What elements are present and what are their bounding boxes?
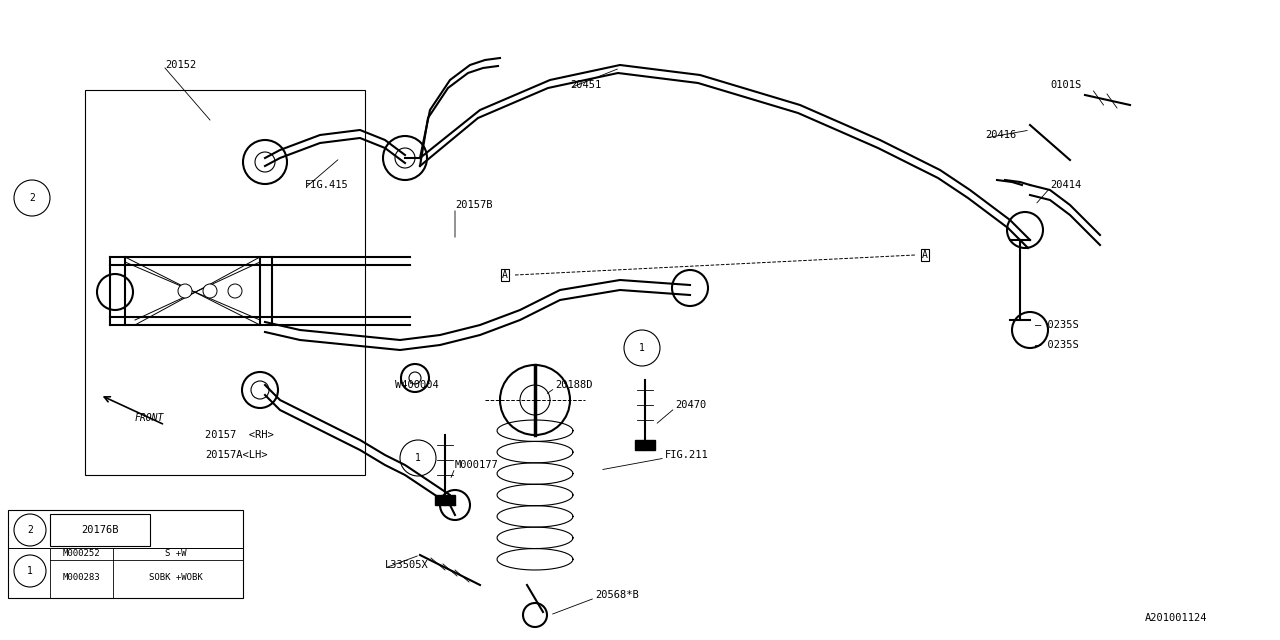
- Bar: [635, 440, 655, 450]
- Text: 20157A<LH>: 20157A<LH>: [205, 450, 268, 460]
- Text: 20568*B: 20568*B: [595, 590, 639, 600]
- Text: — 0235S: — 0235S: [1036, 340, 1079, 350]
- Text: 1: 1: [639, 343, 645, 353]
- Circle shape: [204, 284, 218, 298]
- Text: M000283: M000283: [63, 573, 100, 582]
- Text: A201001124: A201001124: [1146, 613, 1207, 623]
- Text: A: A: [502, 270, 508, 280]
- Text: FRONT: FRONT: [134, 413, 164, 423]
- Text: 20157  <RH>: 20157 <RH>: [205, 430, 274, 440]
- Circle shape: [228, 284, 242, 298]
- Text: 20157B: 20157B: [454, 200, 493, 210]
- Text: FIG.415: FIG.415: [305, 180, 348, 190]
- Bar: [84, 90, 365, 475]
- Text: M000252: M000252: [63, 550, 100, 559]
- Bar: [435, 495, 454, 505]
- Text: L33505X: L33505X: [385, 560, 429, 570]
- Text: 1: 1: [27, 566, 33, 576]
- Text: 20414: 20414: [1050, 180, 1082, 190]
- Circle shape: [178, 284, 192, 298]
- Bar: [50, 514, 150, 546]
- Text: 20152: 20152: [165, 60, 196, 70]
- Text: M000177: M000177: [454, 460, 499, 470]
- Text: — 0235S: — 0235S: [1036, 320, 1079, 330]
- Text: 20416: 20416: [986, 130, 1016, 140]
- Text: 20188D: 20188D: [556, 380, 593, 390]
- Text: 1: 1: [415, 453, 421, 463]
- Text: 2: 2: [27, 525, 33, 535]
- Text: 20176B: 20176B: [81, 525, 119, 535]
- Text: 20451: 20451: [570, 80, 602, 90]
- Text: 0101S: 0101S: [1050, 80, 1082, 90]
- Text: W400004: W400004: [396, 380, 439, 390]
- Text: A: A: [922, 250, 928, 260]
- Text: S +W: S +W: [165, 550, 187, 559]
- Bar: [8, 510, 243, 598]
- Text: 20470: 20470: [675, 400, 707, 410]
- Text: FIG.211: FIG.211: [666, 450, 709, 460]
- Text: SOBK +WOBK: SOBK +WOBK: [150, 573, 202, 582]
- Text: 2: 2: [29, 193, 35, 203]
